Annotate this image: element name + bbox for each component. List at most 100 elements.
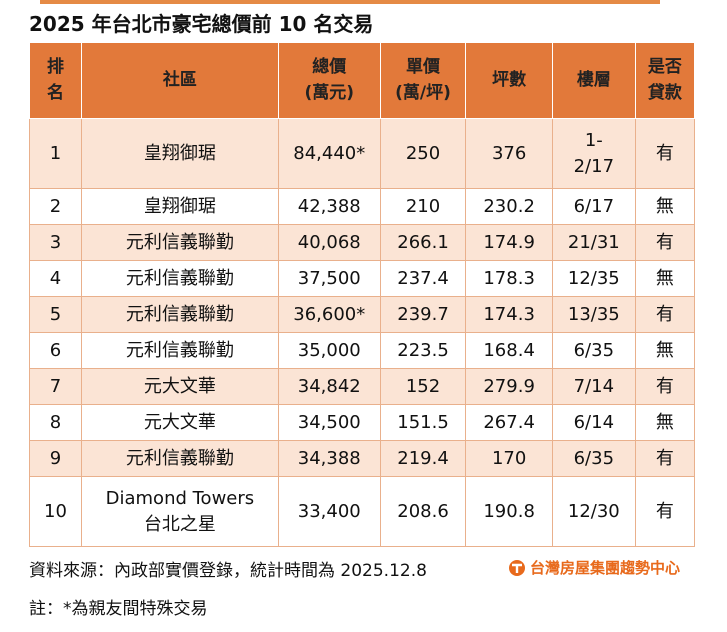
table-cell: 元利信義聯勤 (80, 440, 279, 477)
table-cell: 有 (634, 296, 696, 333)
table-cell: 174.9 (465, 224, 553, 261)
table-cell: 223.5 (379, 332, 467, 369)
top-strip (40, 0, 660, 4)
logo-text: 台灣房屋集團趨勢中心 (530, 559, 681, 577)
column-header: 排名 (29, 42, 82, 119)
table-cell: 42,388 (277, 188, 381, 225)
table-cell: 6/14 (551, 404, 636, 441)
table-row: 4 元利信義聯勤 37,500 237.4 178.3 12/35 無 (29, 260, 696, 297)
column-header: 坪數 (465, 42, 553, 119)
table-cell: 無 (634, 404, 696, 441)
table-cell: 40,068 (277, 224, 381, 261)
table-row: 8 元大文華 34,500 151.5 267.4 6/14 無 (29, 404, 696, 441)
cell-line: 是否 (647, 57, 682, 77)
column-header: 社區 (80, 42, 279, 119)
cell-line: 樓層 (576, 69, 611, 90)
cell-line: Diamond Towers (105, 488, 255, 510)
table-cell: 279.9 (465, 368, 553, 405)
table-cell: 元大文華 (80, 404, 279, 441)
table: 排名社區 總價 (萬元) 單價 (萬/坪) 坪數 樓層 是否 貸款 1 皇翔御琚 84,440* 25… (29, 42, 696, 547)
table-row: 10 Diamond Towers 台北之星 33,400 208.6 190.8 12/3… (29, 476, 696, 547)
cell-line: 排 (46, 57, 64, 77)
column-header: 單價 (萬/坪) (379, 42, 467, 119)
table-cell: 有 (634, 440, 696, 477)
table-cell: 有 (634, 224, 696, 261)
table-cell: 174.3 (465, 296, 553, 333)
table-cell: 有 (634, 368, 696, 405)
cell-line: (萬元) (304, 82, 355, 103)
table-cell: 33,400 (277, 476, 381, 547)
table-cell: 6/35 (551, 440, 636, 477)
cell-line: 1- (584, 130, 603, 152)
cell-line: 名 (46, 82, 64, 103)
table-cell: 元利信義聯勤 (80, 224, 279, 261)
source: 資料來源：內政部實價登錄，統計時間為 2025.12.8 (29, 561, 427, 581)
table-cell: 267.4 (465, 404, 553, 441)
table-cell: 10 (29, 476, 82, 547)
table-cell: 4 (29, 260, 82, 297)
table-row: 5 元利信義聯勤 36,600* 239.7 174.3 13/35 有 (29, 296, 696, 333)
table-cell: 無 (634, 188, 696, 225)
table-cell: 2 (29, 188, 82, 225)
cell-line: 總價 (312, 57, 347, 77)
cell-line: 2/17 (573, 155, 615, 177)
table-cell: 230.2 (465, 188, 553, 225)
cell-line: 台北之星 (143, 513, 216, 535)
table-row: 2 皇翔御琚 42,388 210 230.2 6/17 無 (29, 188, 696, 225)
table-cell: 376 (465, 118, 553, 189)
table-cell: 6/35 (551, 332, 636, 369)
column-header: 總價 (萬元) (277, 42, 381, 119)
table-cell: 36,600* (277, 296, 381, 333)
table-cell: 168.4 (465, 332, 553, 369)
cell-line: 貸款 (647, 82, 682, 103)
table-cell: 84,440* (277, 118, 381, 189)
table-row: 6 元利信義聯勤 35,000 223.5 168.4 6/35 無 (29, 332, 696, 369)
note: 註：*為親友間特殊交易 (29, 599, 208, 619)
table-cell: 239.7 (379, 296, 467, 333)
table-cell: 8 (29, 404, 82, 441)
header-row: 排名 社區 總價 (萬元) 單價 (萬/坪) 坪數 樓層 是否貸款 (29, 42, 696, 119)
table-cell: 皇翔御琚 (80, 118, 279, 189)
table-cell: 1- 2/17 (551, 118, 636, 189)
table-cell: 無 (634, 332, 696, 369)
table-cell: 152 (379, 368, 467, 405)
table-cell: 元利信義聯勤 (80, 332, 279, 369)
table-cell: Diamond Towers 台北之星 (80, 476, 279, 547)
cell-line: (萬/坪) (395, 82, 451, 103)
table-cell: 皇翔御琚 (80, 188, 279, 225)
logo: 台灣房屋集團趨勢中心 (508, 557, 680, 578)
table-cell: 37,500 (277, 260, 381, 297)
table-cell: 12/35 (551, 260, 636, 297)
table-row: 3 元利信義聯勤 40,068 266.1 174.9 21/31 有 (29, 224, 696, 261)
table-row: 7 元大文華 34,842 152 279.9 7/14 有 (29, 368, 696, 405)
table-cell: 6 (29, 332, 82, 369)
table-cell: 250 (379, 118, 467, 189)
table-cell: 元利信義聯勤 (80, 296, 279, 333)
table-cell: 7 (29, 368, 82, 405)
table-cell: 元利信義聯勤 (80, 260, 279, 297)
logo-icon (509, 559, 525, 576)
table-cell: 34,842 (277, 368, 381, 405)
table-cell: 237.4 (379, 260, 467, 297)
column-header: 是否 貸款 (634, 42, 696, 119)
table-cell: 13/35 (551, 296, 636, 333)
cell-line: 坪數 (492, 69, 527, 90)
table-cell: 35,000 (277, 332, 381, 369)
cell-line: 社區 (162, 69, 197, 90)
table-cell: 有 (634, 476, 696, 547)
column-header: 樓層 (551, 42, 636, 119)
table-cell: 266.1 (379, 224, 467, 261)
table-cell: 178.3 (465, 260, 553, 297)
table-cell: 9 (29, 440, 82, 477)
table-cell: 12/30 (551, 476, 636, 547)
table-cell: 1 (29, 118, 82, 189)
table-cell: 21/31 (551, 224, 636, 261)
table-cell: 有 (634, 118, 696, 189)
table-cell: 7/14 (551, 368, 636, 405)
table-cell: 170 (465, 440, 553, 477)
table-cell: 151.5 (379, 404, 467, 441)
table-cell: 6/17 (551, 188, 636, 225)
table-row: 1 皇翔御琚 84,440* 250 376 1- 2/17 有 (29, 118, 696, 189)
table-cell: 無 (634, 260, 696, 297)
